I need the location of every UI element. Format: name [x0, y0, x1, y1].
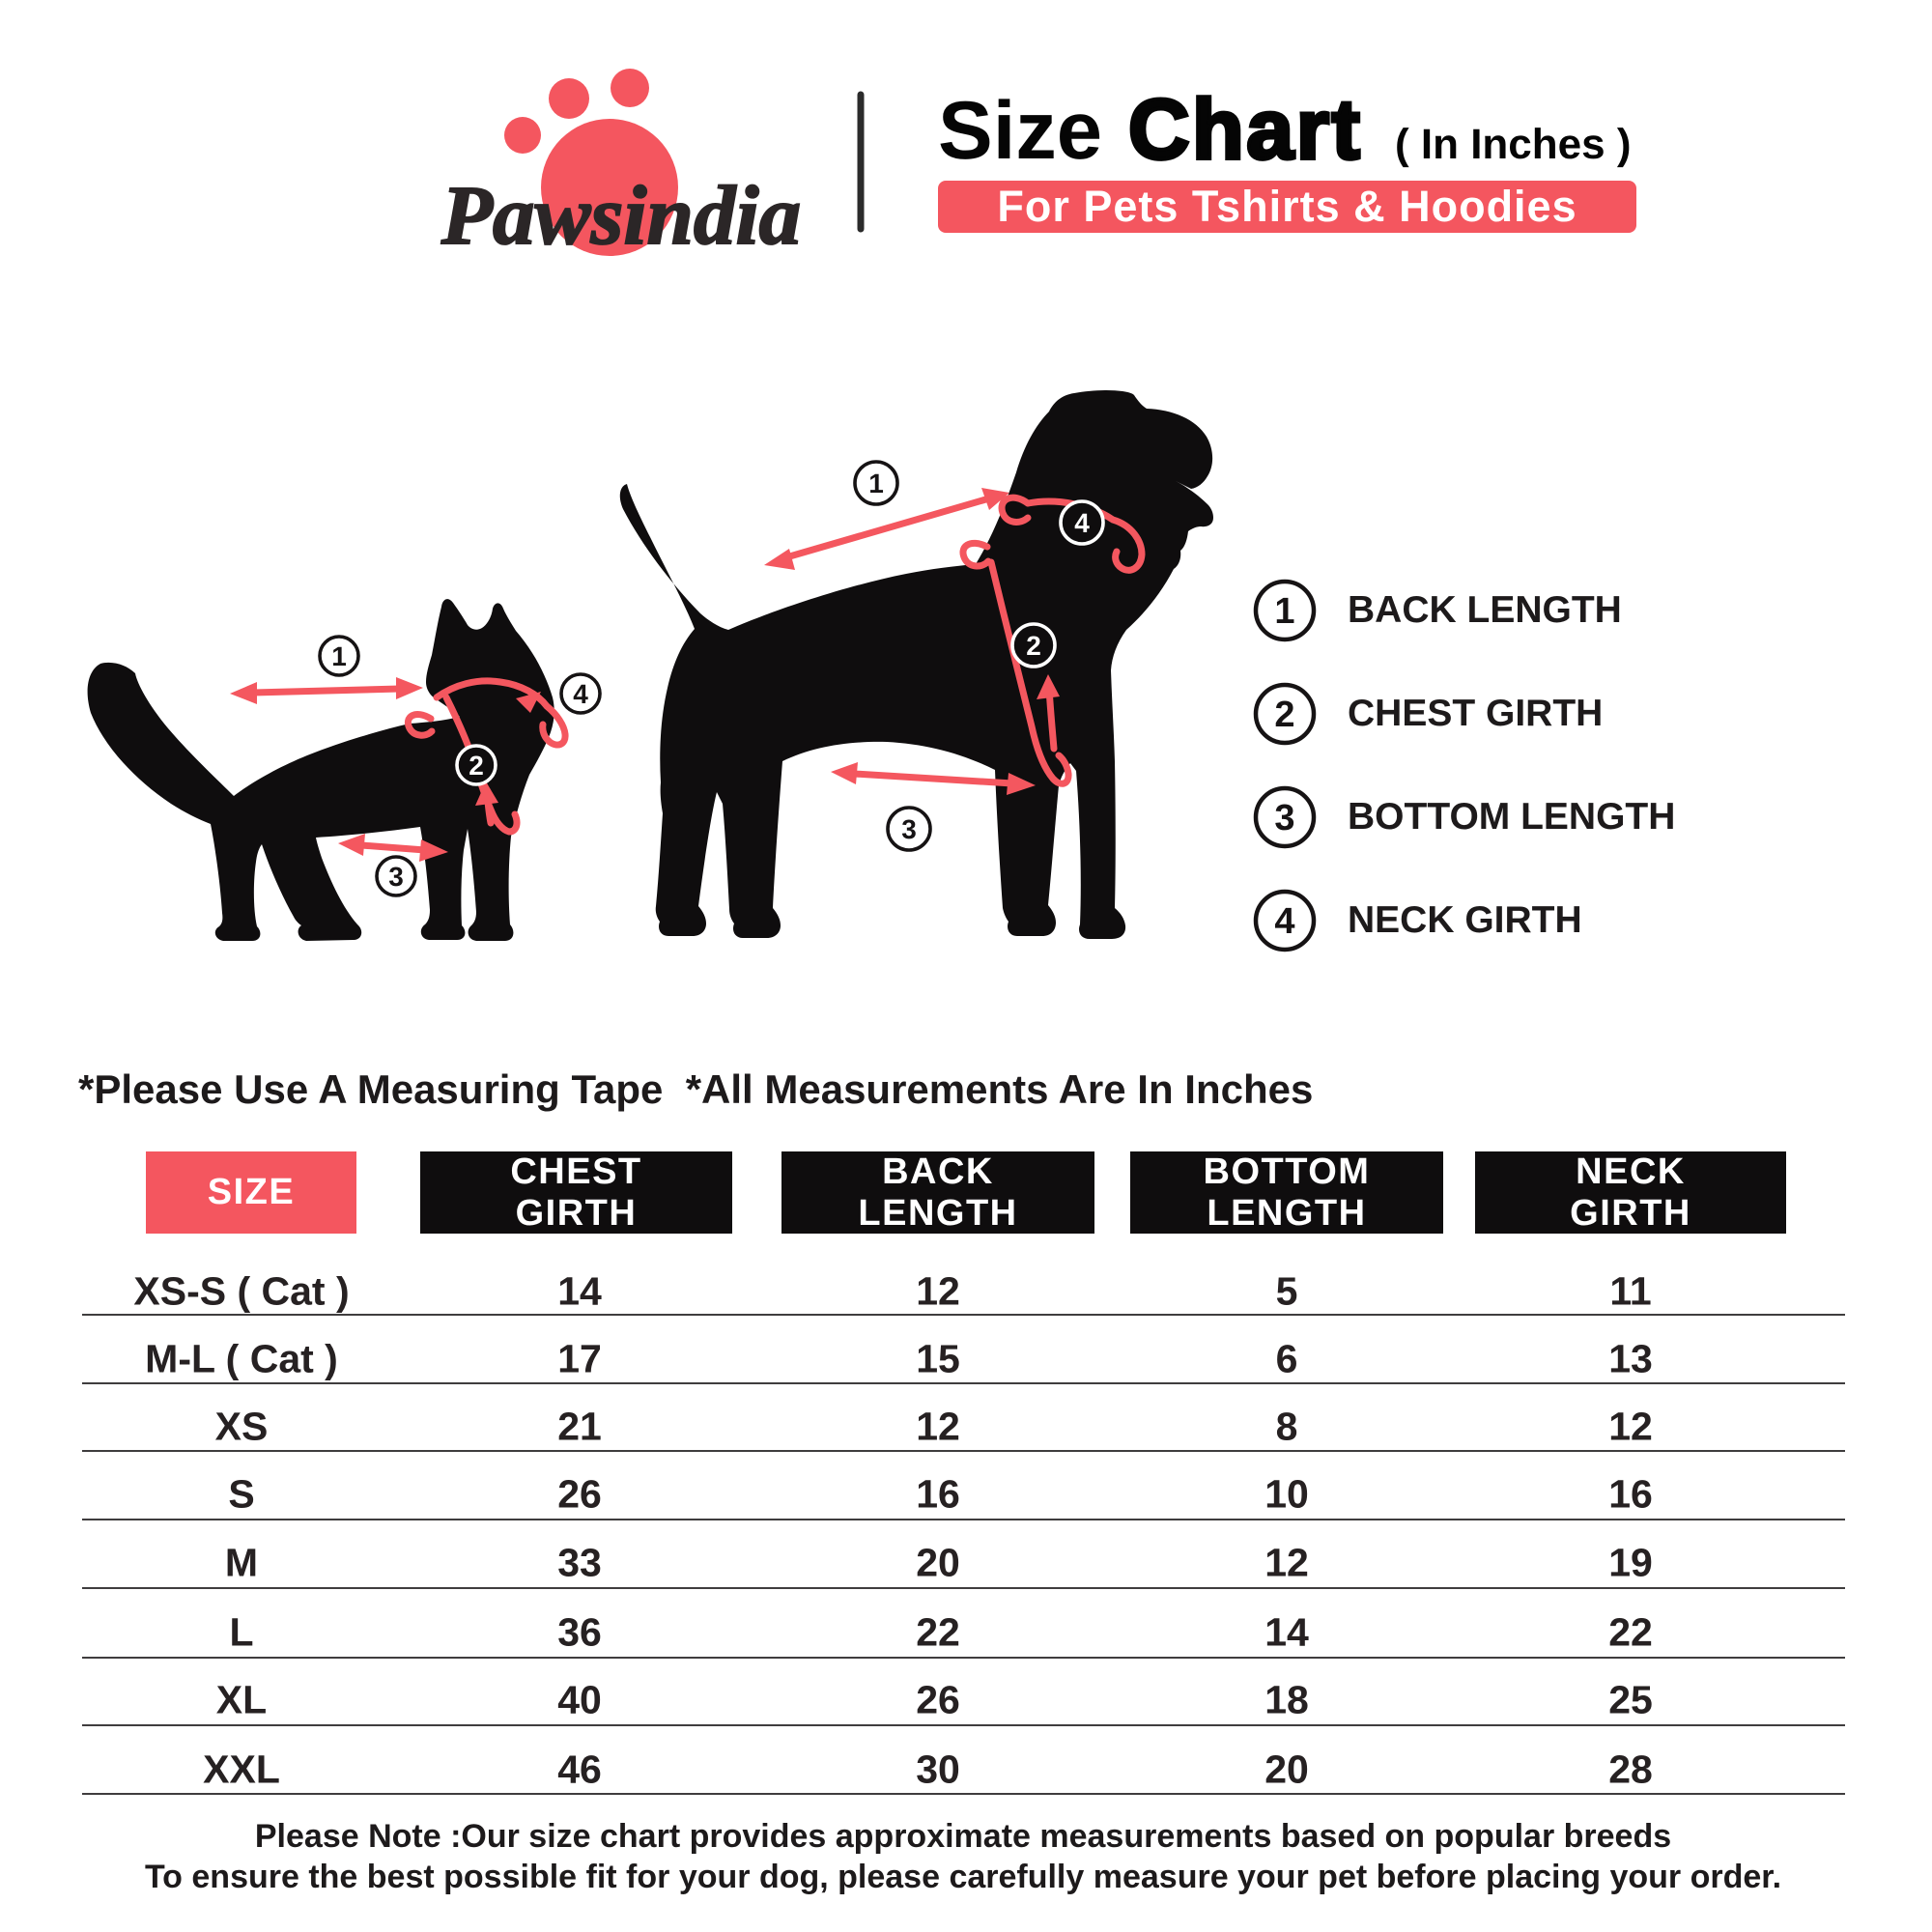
svg-text:3: 3	[1274, 798, 1294, 838]
svg-text:1: 1	[1274, 591, 1294, 632]
svg-text:2: 2	[469, 751, 484, 781]
svg-text:1: 1	[868, 469, 884, 498]
svg-text:3: 3	[388, 862, 404, 892]
svg-text:Size: Size	[938, 85, 1102, 177]
svg-text:3: 3	[901, 814, 917, 844]
svg-text:( In Inches ): ( In Inches )	[1395, 121, 1631, 168]
svg-text:1: 1	[331, 641, 347, 671]
svg-text:Chart: Chart	[1128, 81, 1362, 177]
svg-text:2: 2	[1026, 631, 1041, 661]
svg-text:4: 4	[1074, 508, 1090, 538]
svg-text:2: 2	[1274, 695, 1294, 735]
svg-text:4: 4	[1274, 901, 1294, 942]
svg-text:Pawsindia: Pawsindia	[440, 168, 801, 262]
svg-text:4: 4	[573, 679, 588, 709]
